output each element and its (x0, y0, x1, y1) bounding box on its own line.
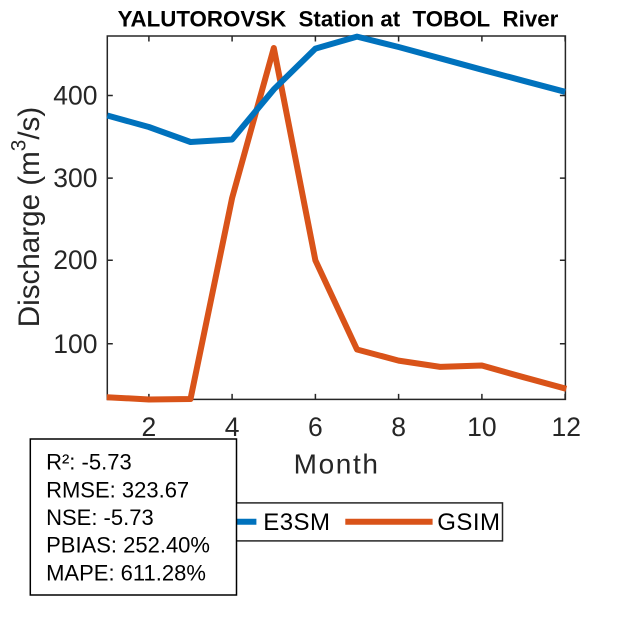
svg-text:400: 400 (53, 81, 97, 111)
svg-text:200: 200 (53, 245, 97, 275)
svg-text:RMSE: 323.67: RMSE: 323.67 (46, 477, 189, 502)
svg-text:E3SM: E3SM (263, 509, 330, 536)
svg-text:NSE: -5.73: NSE: -5.73 (46, 505, 154, 530)
svg-text:4: 4 (225, 412, 240, 442)
svg-text:2: 2 (142, 412, 157, 442)
svg-text:MAPE: 611.28%: MAPE: 611.28% (46, 560, 206, 585)
svg-text:R²: -5.73: R²: -5.73 (46, 450, 132, 475)
svg-text:100: 100 (53, 329, 97, 359)
svg-text:8: 8 (391, 412, 406, 442)
svg-text:PBIAS: 252.40%: PBIAS: 252.40% (46, 533, 210, 558)
svg-text:12: 12 (551, 412, 580, 442)
svg-text:YALUTOROVSK Station at TOBOL: YALUTOROVSK Station at TOBOL River (118, 6, 559, 31)
svg-text:Month: Month (294, 449, 380, 480)
svg-text:300: 300 (53, 163, 97, 193)
svg-text:10: 10 (467, 412, 496, 442)
svg-text:Discharge (m3/s): Discharge (m3/s) (8, 107, 47, 327)
svg-text:GSIM: GSIM (437, 509, 500, 536)
svg-text:6: 6 (308, 412, 323, 442)
